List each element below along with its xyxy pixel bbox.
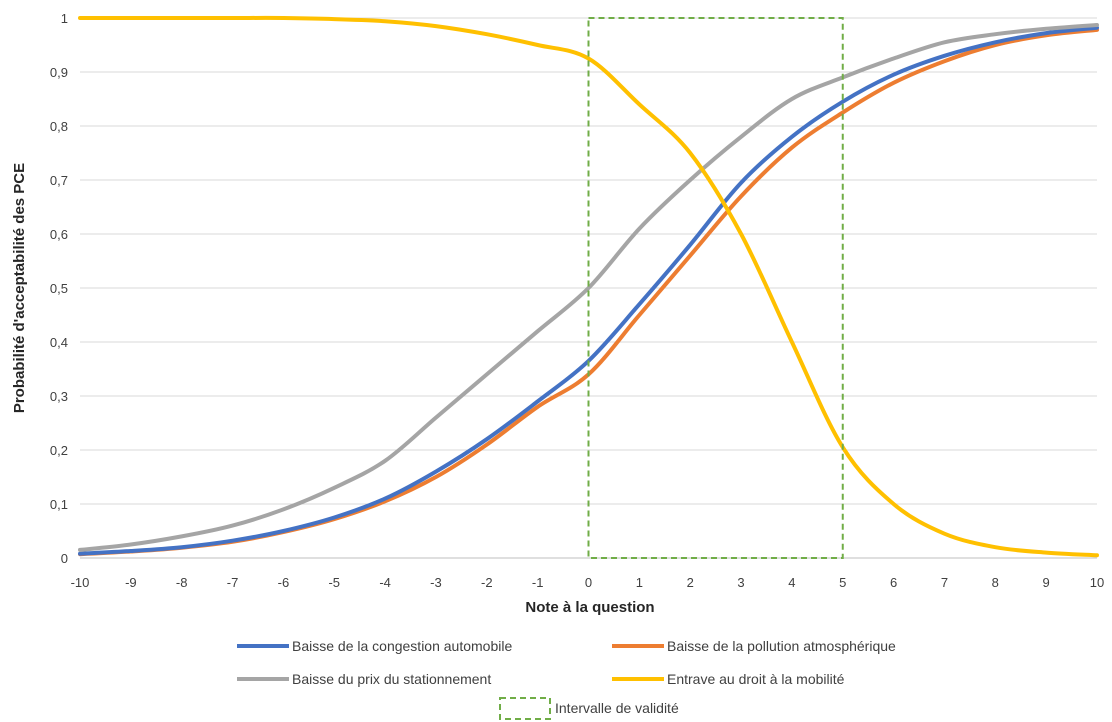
legend: Baisse de la congestion automobile Baisse…: [237, 638, 896, 720]
x-tick-label: -10: [71, 575, 90, 590]
y-tick-label: 0,5: [50, 281, 68, 296]
legend-label: Entrave au droit à la mobilité: [667, 671, 845, 687]
y-tick-label: 0: [61, 551, 68, 566]
x-tick-label: -9: [125, 575, 137, 590]
validity-interval-box: [587, 17, 844, 559]
y-tick-label: 0,2: [50, 443, 68, 458]
x-tick-label: 0: [585, 575, 592, 590]
x-tick-label: -7: [227, 575, 239, 590]
legend-item-congestion: Baisse de la congestion automobile: [237, 638, 512, 654]
y-tick-label: 0,9: [50, 65, 68, 80]
parking-price-series-line: [78, 23, 1099, 552]
x-tick-label: 5: [839, 575, 846, 590]
legend-label: Baisse de la pollution atmosphérique: [667, 638, 896, 654]
x-tick-label: 10: [1090, 575, 1104, 590]
x-tick-label: -2: [481, 575, 493, 590]
x-tick-label: -5: [328, 575, 340, 590]
y-tick-label: 0,6: [50, 227, 68, 242]
legend-label: Intervalle de validité: [555, 700, 679, 716]
y-tick-label: 0,1: [50, 497, 68, 512]
legend-label: Baisse du prix du stationnement: [292, 671, 491, 687]
x-tick-label: 2: [687, 575, 694, 590]
y-tick-label: 1: [61, 11, 68, 26]
x-tick-label: 9: [1043, 575, 1050, 590]
y-axis-title: Probabilité d'acceptabilité des PCE: [11, 163, 28, 413]
x-tick-label: 4: [788, 575, 795, 590]
y-axis-ticks: 0 0,1 0,2 0,3 0,4 0,5 0,6 0,7 0,8 0,9 1: [50, 11, 68, 566]
x-tick-label: 1: [636, 575, 643, 590]
legend-item-parking-price: Baisse du prix du stationnement: [237, 671, 491, 687]
y-tick-label: 0,3: [50, 389, 68, 404]
x-tick-label: -4: [379, 575, 391, 590]
series-layer: [78, 15, 1099, 558]
x-tick-label: -3: [430, 575, 442, 590]
legend-item-validity-interval: Intervalle de validité: [499, 697, 679, 720]
x-tick-label: -1: [532, 575, 544, 590]
x-tick-label: 3: [737, 575, 744, 590]
legend-item-pollution: Baisse de la pollution atmosphérique: [612, 638, 896, 654]
congestion-series-line: [78, 25, 1099, 556]
x-tick-label: -8: [176, 575, 188, 590]
x-tick-label: 8: [992, 575, 999, 590]
legend-label: Baisse de la congestion automobile: [292, 638, 512, 654]
y-tick-label: 0,8: [50, 119, 68, 134]
x-axis-title: Note à la question: [525, 599, 654, 616]
legend-item-mobility: Entrave au droit à la mobilité: [612, 671, 845, 687]
x-tick-label: 6: [890, 575, 897, 590]
mobility-series-line: [78, 15, 1099, 558]
x-tick-label: 7: [941, 575, 948, 590]
y-tick-label: 0,4: [50, 335, 68, 350]
legend-swatch: [499, 697, 551, 720]
x-axis-ticks: -10 -9 -8 -7 -6 -5 -4 -3 -2 -1 0 1 2 3 4 5 6 7 8 9 10: [71, 575, 1105, 590]
x-tick-label: -6: [278, 575, 290, 590]
y-tick-label: 0,7: [50, 173, 68, 188]
